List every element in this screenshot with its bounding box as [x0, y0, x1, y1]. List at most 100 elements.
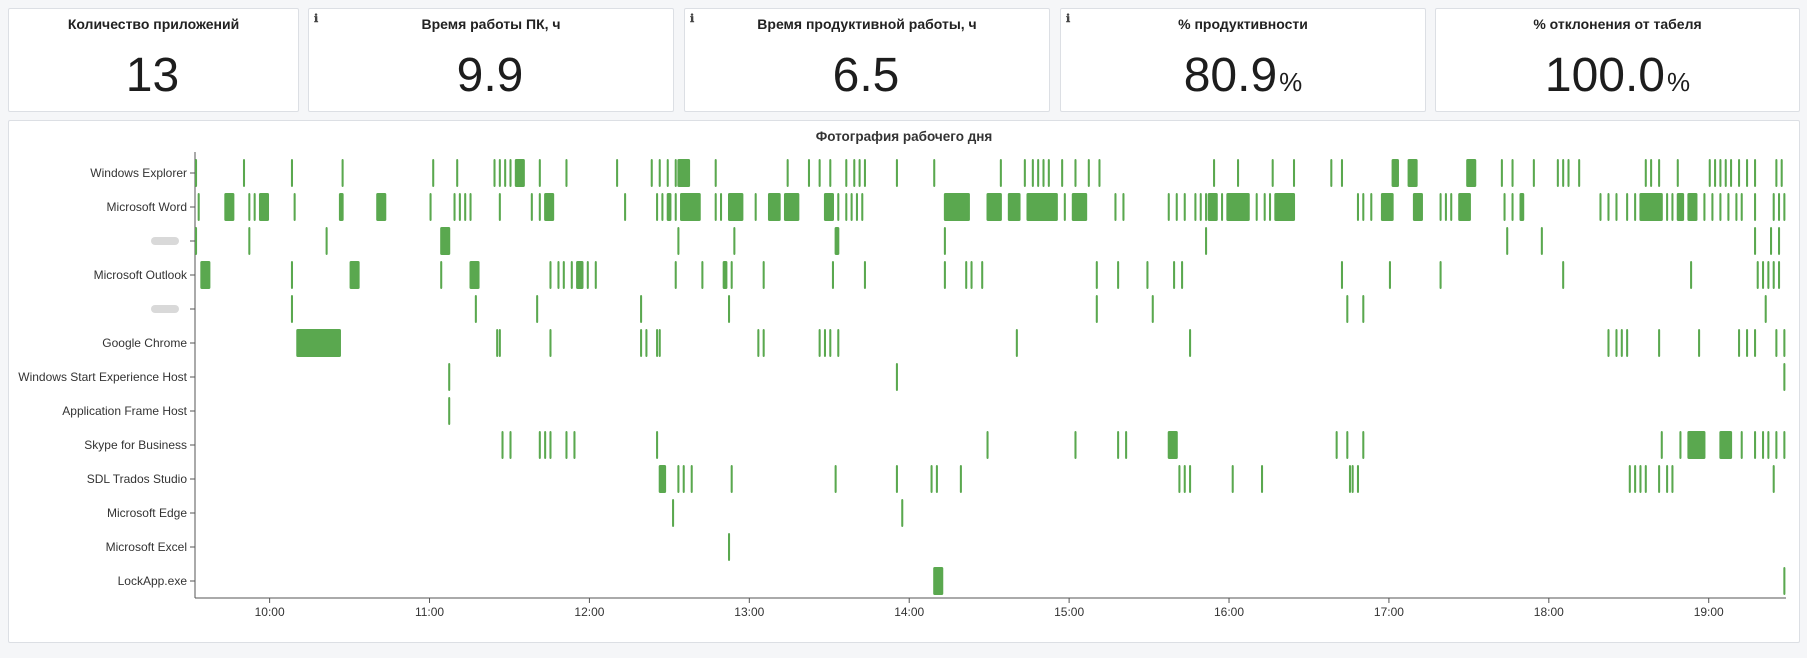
- timeline-segment: [570, 261, 573, 289]
- timeline-segment: [658, 159, 661, 187]
- info-icon[interactable]: ℹ: [1066, 12, 1071, 25]
- timeline-segment: [645, 329, 648, 357]
- timeline-segment: [666, 193, 672, 221]
- timeline-segment: [767, 193, 781, 221]
- timeline-segment: [200, 261, 211, 289]
- timeline-segment: [818, 329, 821, 357]
- timeline-segment: [1783, 193, 1786, 221]
- timeline-segment: [640, 329, 643, 357]
- info-icon[interactable]: ℹ: [690, 12, 695, 25]
- timeline-segment: [1074, 159, 1077, 187]
- timeline-segment: [807, 159, 811, 187]
- timeline-segment: [1690, 261, 1693, 289]
- timeline-segment: [504, 159, 507, 187]
- timeline-segment: [456, 159, 459, 187]
- timeline-segment: [855, 193, 858, 221]
- timeline-segment: [672, 499, 675, 527]
- timeline-segment: [677, 465, 680, 493]
- timeline-segment: [1607, 193, 1610, 221]
- timeline-segment: [1772, 261, 1775, 289]
- timeline-segment: [1626, 193, 1629, 221]
- y-tick-label: SDL Trados Studio: [87, 472, 188, 486]
- timeline-segment: [1362, 295, 1365, 323]
- timeline-segment: [656, 329, 659, 357]
- timeline-segment: [640, 295, 643, 323]
- timeline-segment: [538, 193, 541, 221]
- y-tick-label: Google Chrome: [102, 336, 187, 350]
- timeline-segment: [1450, 193, 1453, 221]
- timeline-segment: [701, 261, 704, 289]
- timeline-segment: [1237, 159, 1240, 187]
- timeline-segment: [1114, 193, 1117, 221]
- kpi-title: % отклонения от табеля: [1533, 16, 1702, 32]
- timeline-segment: [1783, 329, 1786, 357]
- timeline-segment: [1756, 261, 1759, 289]
- timeline-segment: [1666, 193, 1669, 221]
- timeline-segment: [1095, 261, 1098, 289]
- timeline-segment: [1754, 193, 1757, 221]
- timeline-segment: [224, 193, 235, 221]
- timeline-segment: [1634, 193, 1637, 221]
- kpi-value: 80.9%: [1183, 49, 1303, 102]
- timeline-segment: [1698, 329, 1701, 357]
- y-tick-label: LockApp.exe: [118, 574, 188, 588]
- timeline-segment: [1676, 159, 1679, 187]
- timeline-segment: [1348, 465, 1352, 493]
- timeline-segment: [933, 567, 944, 595]
- timeline-segment: [1183, 465, 1186, 493]
- timeline-segment: [901, 499, 904, 527]
- timeline-segment: [1628, 465, 1631, 493]
- timeline-segment: [1762, 431, 1765, 459]
- timeline-segment: [823, 329, 827, 357]
- timeline-segment: [754, 193, 757, 221]
- timeline-segment: [195, 159, 198, 187]
- timeline-segment: [986, 431, 989, 459]
- timeline-segment: [538, 431, 541, 459]
- timeline-segment: [1738, 159, 1741, 187]
- timeline-segment: [549, 431, 552, 459]
- timeline-segment: [1047, 159, 1050, 187]
- timeline-segment: [853, 159, 856, 187]
- x-tick-label: 14:00: [894, 605, 924, 619]
- timeline-segment: [290, 159, 294, 187]
- timeline-segment: [1783, 363, 1786, 391]
- timeline-segment: [834, 465, 837, 493]
- kpi-title: Время работы ПК, ч: [421, 16, 561, 32]
- timeline-segment: [727, 193, 744, 221]
- timeline-segment: [1666, 465, 1669, 493]
- timeline-segment: [1175, 193, 1178, 221]
- timeline-segment: [1412, 193, 1423, 221]
- timeline-segment: [1650, 159, 1653, 187]
- timeline-segment: [440, 261, 443, 289]
- timeline-segment: [943, 261, 946, 289]
- x-tick-label: 13:00: [734, 605, 764, 619]
- timeline-segment: [1122, 193, 1125, 221]
- info-icon[interactable]: ℹ: [314, 12, 319, 25]
- timeline-segment: [1226, 193, 1250, 221]
- timeline-segment: [1173, 261, 1176, 289]
- timeline-segment: [1458, 193, 1471, 221]
- timeline-segment: [1754, 431, 1757, 459]
- timeline-segment: [1767, 431, 1770, 459]
- timeline-segment: [1746, 159, 1749, 187]
- timeline-segment: [674, 159, 677, 187]
- timeline-segment: [586, 261, 589, 289]
- timeline-segment: [544, 431, 547, 459]
- timeline-segment: [858, 159, 861, 187]
- timeline-segment: [296, 329, 341, 357]
- timeline-segment: [1578, 159, 1581, 187]
- timeline-segment: [1063, 193, 1066, 221]
- y-tick-label: Microsoft Excel: [106, 540, 187, 554]
- timeline-segment: [1708, 159, 1711, 187]
- timeline-segment: [448, 363, 451, 391]
- timeline-segment: [509, 431, 512, 459]
- timeline-segment: [1439, 261, 1442, 289]
- y-tick-label: Microsoft Outlook: [94, 268, 188, 282]
- timeline-segment: [1676, 193, 1685, 221]
- timeline-segment: [498, 193, 501, 221]
- timeline-segment: [509, 159, 512, 187]
- timeline-segment: [1037, 159, 1040, 187]
- timeline-segment: [727, 295, 731, 323]
- timeline-segment: [1183, 193, 1186, 221]
- timeline-segment: [1151, 295, 1154, 323]
